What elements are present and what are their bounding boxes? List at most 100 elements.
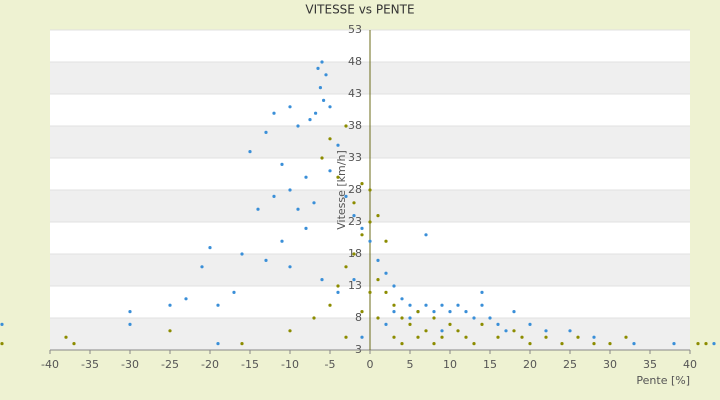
point [360,335,364,339]
x-tick-label: -20 [201,358,219,371]
point [320,60,324,64]
point [64,335,68,339]
y-tick-label: 8 [355,311,362,324]
x-tick-label: 5 [407,358,414,371]
point [304,175,308,179]
point [456,329,460,333]
y-tick-label: 13 [348,279,362,292]
point [384,322,388,326]
point [184,297,188,301]
point [392,335,396,339]
point [336,284,340,288]
point [376,316,380,320]
y-tick-label: 28 [348,183,362,196]
point [208,246,212,250]
point [240,342,244,346]
x-tick-label: -10 [281,358,299,371]
point [328,105,332,109]
point [528,322,532,326]
point [408,303,412,307]
point [216,342,220,346]
point [400,316,404,320]
point [216,303,220,307]
point [480,322,484,326]
point [280,239,284,243]
point [288,105,292,109]
point [408,316,412,320]
point [312,316,316,320]
point [308,118,312,122]
point [480,303,484,307]
point [576,335,580,339]
point [448,322,452,326]
point [0,322,4,326]
point [384,239,388,243]
point [592,342,596,346]
point [440,329,444,333]
point [360,233,364,237]
point [320,278,324,282]
y-tick-label: 43 [348,87,362,100]
point [344,265,348,269]
point [432,310,436,314]
x-tick-label: 40 [683,358,697,371]
point [376,214,380,218]
point [318,86,322,90]
point [336,175,340,179]
point [624,335,628,339]
point [696,342,700,346]
point [440,303,444,307]
point [296,207,300,211]
point [544,329,548,333]
point [248,150,252,154]
y-tick-label: 23 [348,215,362,228]
point [352,278,356,282]
point [392,303,396,307]
point [496,322,500,326]
point [672,342,676,346]
x-tick-label: -15 [241,358,259,371]
point [272,111,276,115]
x-tick-label: 20 [523,358,537,371]
chart-title: VITESSE vs PENTE [305,3,414,17]
x-tick-label: 10 [443,358,457,371]
point [344,194,348,198]
point [432,316,436,320]
point [336,143,340,147]
point [168,329,172,333]
point [360,226,364,230]
point [520,335,524,339]
x-tick-label: -30 [121,358,139,371]
point [368,188,372,192]
point [316,66,320,70]
point [464,335,468,339]
point [456,303,460,307]
point [400,297,404,301]
point [504,329,508,333]
point [472,316,476,320]
point [368,220,372,224]
point [512,310,516,314]
point [232,290,236,294]
point [416,310,420,314]
point [464,310,468,314]
point [608,342,612,346]
point [324,73,328,77]
x-tick-label: 25 [563,358,577,371]
point [448,310,452,314]
point [280,162,284,166]
point [336,290,340,294]
point [264,130,268,134]
point [424,233,428,237]
point [400,342,404,346]
point [256,207,260,211]
point [560,342,564,346]
point [304,226,308,230]
point [472,342,476,346]
point [312,201,316,205]
point [712,342,716,346]
point [322,98,326,102]
point [528,342,532,346]
x-tick-label: -35 [81,358,99,371]
point [632,342,636,346]
